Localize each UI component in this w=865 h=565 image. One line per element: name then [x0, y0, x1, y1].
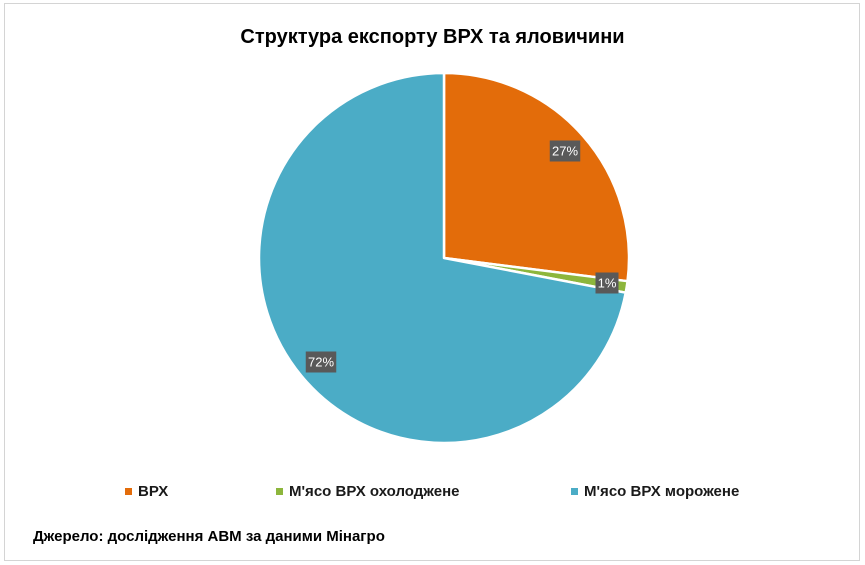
legend-item-chilled-beef: М'ясо ВРХ охолоджене: [276, 483, 459, 500]
data-label-chilled-beef-box: [595, 272, 619, 294]
chart-title: Структура експорту ВРХ та яловичини: [240, 26, 625, 48]
legend-swatch-chilled-beef: [276, 488, 283, 495]
legend-label-frozen-beef: М'ясо ВРХ морожене: [584, 483, 740, 500]
data-label-chilled-beef-text: 1%: [598, 276, 617, 291]
pie-data-labels: 27% 1% 72%: [305, 140, 619, 373]
legend-swatch-frozen-beef: [571, 488, 578, 495]
legend-label-chilled-beef: М'ясо ВРХ охолоджене: [289, 483, 460, 500]
data-label-vrkh: 27%: [549, 140, 581, 162]
pie-slices: [257, 71, 631, 445]
legend-label-vrkh: ВРХ: [138, 483, 169, 500]
data-label-frozen-beef-text: 72%: [308, 355, 334, 370]
pie-slice-vrkh: [442, 71, 631, 283]
legend-item-frozen-beef: М'ясо ВРХ морожене: [571, 483, 739, 500]
legend-swatch-vrkh: [125, 488, 132, 495]
data-label-frozen-beef-box: [305, 351, 337, 373]
data-label-frozen-beef: 72%: [305, 351, 337, 373]
legend-item-vrkh: ВРХ: [125, 483, 168, 500]
source-note: Джерело: дослідження АВМ за даними Мінаг…: [33, 528, 385, 545]
pie-slice-frozen-beef: [257, 71, 627, 445]
data-label-vrkh-text: 27%: [552, 144, 578, 159]
data-label-chilled-beef: 1%: [595, 272, 619, 294]
chart-legend: ВРХ М'ясо ВРХ охолоджене М'ясо ВРХ морож…: [0, 483, 865, 505]
data-label-vrkh-box: [549, 140, 581, 162]
